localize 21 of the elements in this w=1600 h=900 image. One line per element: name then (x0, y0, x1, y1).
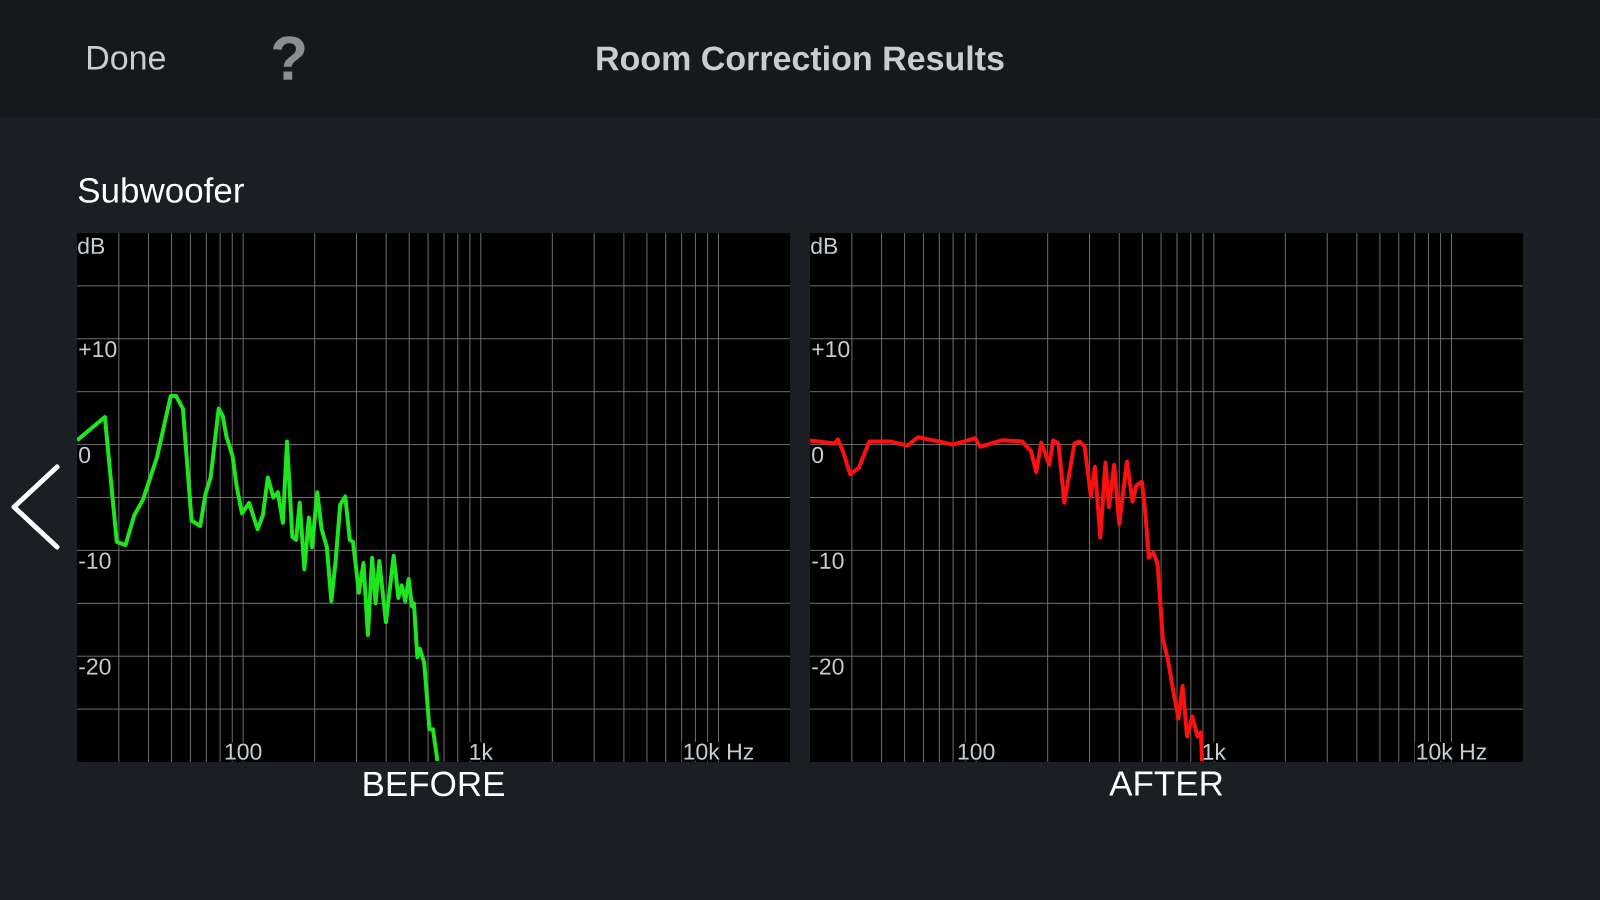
text: ? (273, 36, 305, 80)
y-tick-label: -10 (79, 552, 111, 569)
y-tick-label: -20 (79, 658, 111, 675)
x-axis-title: BEFORE (364, 771, 504, 797)
x-axis-title: AFTER (1109, 771, 1223, 796)
y-tick-label: -10 (812, 552, 844, 569)
x-tick-label: 10k Hz (1417, 742, 1487, 760)
x-tick-label: 100 (958, 743, 995, 760)
y-tick-label: -20 (812, 658, 844, 675)
chart-title: Room Correction Results (597, 45, 1004, 71)
y-tick-label: 0 (79, 446, 91, 464)
x-tick-label: 10k Hz (684, 742, 754, 760)
x-tick-label: 1k (470, 743, 493, 760)
y-tick-label: +10 (812, 341, 850, 358)
x-tick-label: 100 (225, 743, 262, 760)
chart-subtitle: Subwoofer (78, 177, 244, 203)
y-axis-title: dB (811, 237, 838, 255)
y-tick-label: +10 (79, 341, 117, 358)
y-tick-label: 0 (812, 446, 824, 464)
text: Done (88, 46, 165, 70)
y-axis-title: dB (78, 237, 105, 255)
